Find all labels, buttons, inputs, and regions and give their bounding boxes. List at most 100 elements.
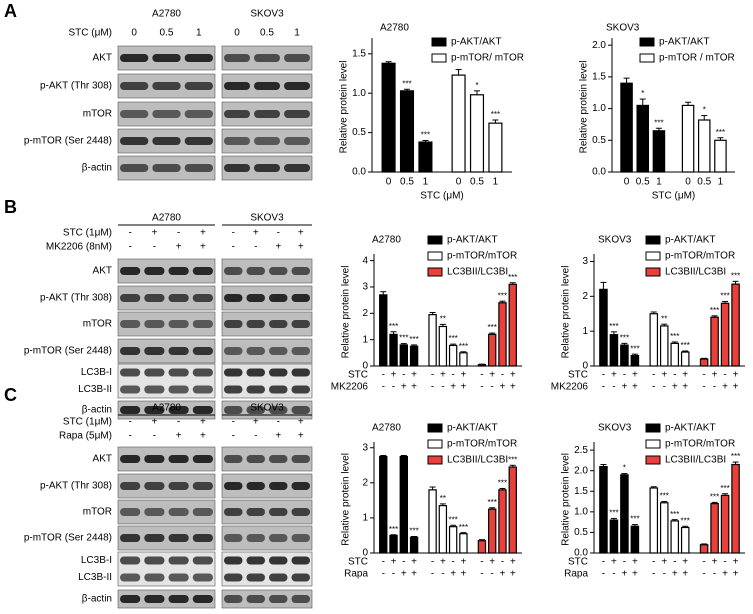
band (144, 556, 165, 565)
band (291, 294, 310, 302)
band (192, 573, 213, 582)
x-row-name: MK2206 (551, 382, 589, 393)
x-row-label: + (611, 370, 617, 381)
x-row-label: + (450, 569, 456, 580)
bar (399, 344, 409, 367)
band (152, 137, 181, 145)
bar (731, 463, 740, 554)
x-row-label: - (441, 382, 444, 393)
x-row-label: - (431, 569, 434, 580)
band (192, 320, 213, 328)
y-tick-label: 1 (582, 326, 588, 337)
row-label: β-actin (82, 594, 112, 605)
bar (508, 466, 517, 554)
bar (498, 302, 507, 367)
condition-value: + (151, 417, 157, 428)
x-row-label: + (460, 382, 466, 393)
band (192, 482, 213, 490)
significance: *** (402, 79, 411, 88)
x-row-label: - (612, 569, 615, 580)
x-row-label: - (382, 370, 385, 381)
y-tick-label: 0 (362, 361, 368, 372)
band (120, 385, 141, 394)
band (120, 320, 141, 328)
bar (681, 104, 695, 173)
band (284, 110, 310, 118)
condition-value: + (200, 431, 206, 442)
row-label: β-actin (82, 405, 112, 416)
condition-value: + (298, 228, 304, 239)
bar (630, 354, 640, 367)
row-label: LC3B-II (78, 384, 112, 395)
legend-swatch (427, 455, 443, 465)
x-row-label: - (623, 557, 626, 568)
band (291, 534, 310, 542)
band (184, 137, 213, 145)
row-label: LC3B-I (81, 367, 112, 378)
band (168, 482, 189, 490)
x-tick-label: 0 (456, 177, 462, 188)
y-tick-label: 1 (362, 334, 368, 345)
x-row-label: - (480, 569, 483, 580)
band (269, 267, 288, 275)
bar (488, 122, 503, 173)
significance: *** (498, 479, 507, 488)
y-tick-label: 3 (362, 282, 368, 293)
band (246, 482, 265, 490)
x-row-label: + (450, 382, 456, 393)
bar (720, 494, 730, 554)
band (224, 294, 243, 302)
legend-swatch (427, 439, 443, 449)
band (120, 82, 149, 90)
y-tick-label: 4 (362, 255, 368, 266)
x-row-label: - (702, 569, 705, 580)
legend-swatch (431, 53, 447, 63)
band (246, 406, 265, 414)
y-tick-label: 2 (362, 477, 368, 488)
bar (659, 502, 669, 554)
bar (630, 525, 640, 554)
x-row-label: + (661, 557, 667, 568)
x-row-label: + (411, 569, 417, 580)
y-axis-label: Relative protein level (341, 266, 352, 359)
band (224, 347, 243, 355)
condition-value: + (151, 228, 157, 239)
significance: *** (399, 334, 408, 343)
chart-title: A2780 (372, 235, 401, 246)
x-row-name: Rapa (564, 569, 588, 580)
band (224, 406, 243, 414)
condition-value: 0.5 (160, 28, 174, 39)
x-row-label: + (712, 557, 718, 568)
x-row-label: + (632, 557, 638, 568)
condition-value: + (200, 242, 206, 253)
x-row-label: + (489, 557, 495, 568)
row-label: mTOR (83, 109, 112, 120)
legend-label: LC3BII/LC3BI (447, 455, 508, 466)
x-row-label: + (661, 370, 667, 381)
y-tick-label: 1 (362, 513, 368, 524)
x-row-label: + (682, 382, 688, 393)
condition-value: - (232, 228, 235, 239)
band (291, 455, 310, 463)
bar (477, 540, 487, 554)
y-tick-label: 0 (582, 361, 588, 372)
band (192, 406, 213, 414)
condition-value: - (254, 431, 257, 442)
significance: *** (609, 509, 618, 518)
band (224, 110, 250, 118)
x-row-label: + (733, 370, 739, 381)
row-label: p-mTOR (Ser 2448) (24, 346, 112, 357)
band (144, 294, 165, 302)
bar (710, 316, 719, 367)
y-tick-label: 1.0 (574, 506, 588, 517)
x-row-label: - (382, 557, 385, 568)
condition-value: - (128, 431, 131, 442)
bar (448, 526, 458, 554)
bar (714, 139, 727, 173)
bar (599, 288, 608, 367)
band (246, 556, 265, 565)
x-row-label: + (510, 569, 516, 580)
legend-label: p-mTOR/mTOR (447, 251, 517, 262)
x-row-label: + (621, 382, 627, 393)
band (224, 54, 250, 62)
